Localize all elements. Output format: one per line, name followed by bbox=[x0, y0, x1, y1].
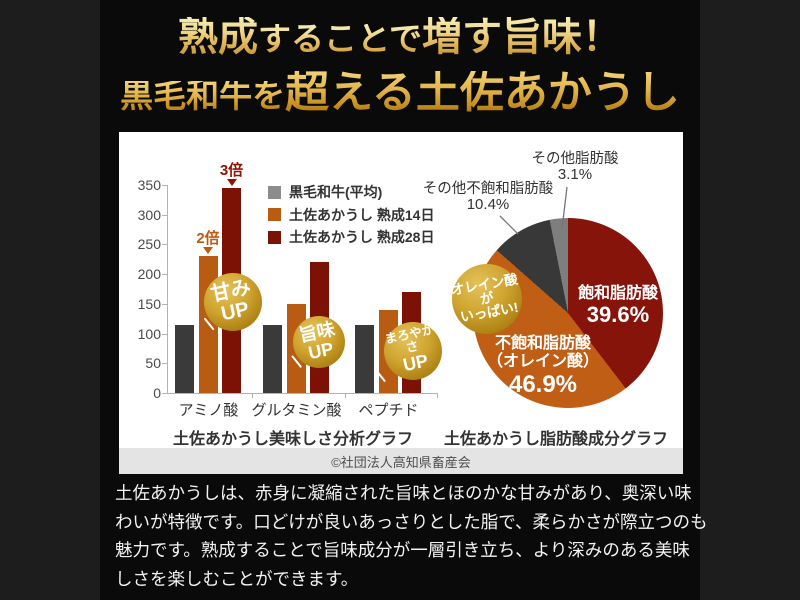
legend-item: 土佐あかうし 熟成28日 bbox=[268, 229, 435, 245]
category-label: ペプチド bbox=[358, 402, 419, 419]
bar-chart-title: 土佐あかうし美味しさ分析グラフ bbox=[172, 431, 413, 448]
legend-swatch bbox=[268, 230, 281, 244]
emphasis-slash-icon bbox=[450, 353, 456, 369]
description-line: わいが特徴です。口どけが良いあっさりとした脂で、柔らかさが際立つのも bbox=[115, 511, 708, 532]
y-axis-tick-label: 0 bbox=[153, 385, 161, 401]
y-axis-tick-label: 250 bbox=[137, 236, 161, 253]
legend-swatch bbox=[268, 208, 281, 221]
bar bbox=[175, 324, 194, 393]
y-axis-tick bbox=[162, 274, 167, 276]
annotation-text: 3倍 bbox=[219, 161, 244, 179]
badge-text: 旨味 UP bbox=[291, 319, 351, 368]
legend-swatch bbox=[268, 185, 281, 199]
y-axis-tick-label: 200 bbox=[137, 266, 161, 283]
legend: 黒毛和牛(平均) 土佐あかうし 熟成14日 土佐あかうし 熟成28日 bbox=[268, 184, 435, 253]
bar bbox=[263, 324, 282, 393]
promo-artwork: 熟成することで増す旨味！ 黒毛和牛を超える土佐あかうし 0 50 100 150 200… bbox=[100, 0, 708, 600]
bar-annotation: 3倍 bbox=[207, 163, 257, 186]
y-axis-tick bbox=[162, 185, 167, 186]
y-axis-tick bbox=[162, 244, 167, 246]
badge-sweetness-up: 甘み UP bbox=[203, 273, 267, 331]
title-segment: 熟成 bbox=[177, 14, 258, 59]
badge-text: 甘み UP bbox=[203, 276, 267, 331]
y-axis-tick bbox=[162, 214, 167, 216]
y-axis-tick-label: 100 bbox=[137, 325, 161, 342]
title-segment: 増す旨味！ bbox=[422, 14, 622, 59]
y-axis-tick-label: 350 bbox=[137, 177, 161, 193]
badge-mildness-up: まろやかさ UP bbox=[375, 322, 456, 383]
bar bbox=[355, 324, 374, 393]
y-axis-tick bbox=[162, 393, 167, 394]
emphasis-slash-icon bbox=[344, 343, 351, 359]
legend-item: 黒毛和牛(平均) bbox=[268, 184, 434, 200]
x-axis-tick bbox=[437, 393, 438, 398]
down-arrow-icon bbox=[203, 247, 213, 255]
legend-label: 黒毛和牛(平均) bbox=[289, 184, 383, 200]
y-axis-tick-label: 50 bbox=[145, 355, 161, 372]
credit-text: ©社団法人高知県畜産会 bbox=[331, 454, 471, 470]
title-segment: 超える土佐あかうし bbox=[285, 68, 680, 117]
x-axis-line bbox=[167, 393, 437, 394]
x-axis-tick bbox=[252, 393, 253, 398]
y-axis-tick-label: 150 bbox=[137, 295, 161, 312]
y-axis-tick bbox=[162, 363, 167, 365]
y-axis-tick bbox=[162, 303, 167, 305]
x-axis-tick bbox=[345, 393, 346, 398]
pie-chart-title: 土佐あかうし脂肪酸成分グラフ bbox=[443, 431, 668, 448]
page-title-line-2: 黒毛和牛を超える土佐あかうし bbox=[100, 71, 700, 115]
description-text: 土佐あかうしは、赤身に凝縮された旨味とほのかな甘みがあり、奥深い味 わいが特徴で… bbox=[115, 479, 708, 593]
description-line: しさを楽しむことができます。 bbox=[115, 568, 359, 589]
header: 熟成することで増す旨味！ 黒毛和牛を超える土佐あかうし bbox=[100, 0, 700, 115]
legend-item: 土佐あかうし 熟成14日 bbox=[268, 206, 435, 223]
annotation-text: 2倍 bbox=[196, 230, 220, 248]
emphasis-slash-icon bbox=[260, 304, 267, 320]
down-arrow-icon bbox=[226, 178, 237, 186]
description-line: 魅力です。熟成することで旨味成分が一層引き立ち、より深みのある美味 bbox=[115, 540, 690, 560]
page-title-line-1: 熟成することで増す旨味！ bbox=[100, 17, 700, 57]
credit-bar: ©社団法人高知県畜産会 bbox=[119, 448, 683, 474]
badge-text: まろやかさ UP bbox=[375, 323, 456, 383]
description-line: 土佐あかうしは、赤身に凝縮された旨味とほのかな甘みがあり、奥深い味 bbox=[115, 483, 692, 503]
y-axis-tick-label: 300 bbox=[137, 206, 161, 223]
title-segment: 黒毛和牛を bbox=[120, 79, 286, 115]
pie-label-saturated: 飽和脂肪酸 39.6% bbox=[577, 285, 658, 327]
category-label: アミノ酸 bbox=[178, 402, 239, 419]
y-axis-tick bbox=[162, 333, 167, 335]
pie-label-other-unsaturated: その他不飽和脂肪酸 10.4% bbox=[422, 181, 554, 213]
chart-panel: 0 50 100 150 200 250 300 350 アミノ酸 グルタミン酸 ペプチド 黒毛和牛(… bbox=[119, 132, 683, 474]
badge-text: オレイン酸が いっぱい! bbox=[449, 271, 520, 325]
pie-label-other-fatty-acid: その他脂肪酸 3.1% bbox=[531, 151, 619, 183]
category-label: グルタミン酸 bbox=[251, 402, 342, 419]
badge-umami-up: 旨味 UP bbox=[291, 316, 351, 368]
legend-label: 土佐あかうし 熟成28日 bbox=[289, 229, 435, 245]
bar-annotation: 2倍 bbox=[183, 230, 233, 255]
y-axis-line bbox=[167, 185, 168, 393]
title-segment: することで bbox=[257, 22, 422, 58]
pie-label-unsaturated: 不飽和脂肪酸 （オレイン酸） 46.9% bbox=[486, 335, 599, 398]
badge-olein-rich: オレイン酸が いっぱい! bbox=[449, 264, 522, 334]
legend-label: 土佐あかうし 熟成14日 bbox=[289, 206, 435, 223]
